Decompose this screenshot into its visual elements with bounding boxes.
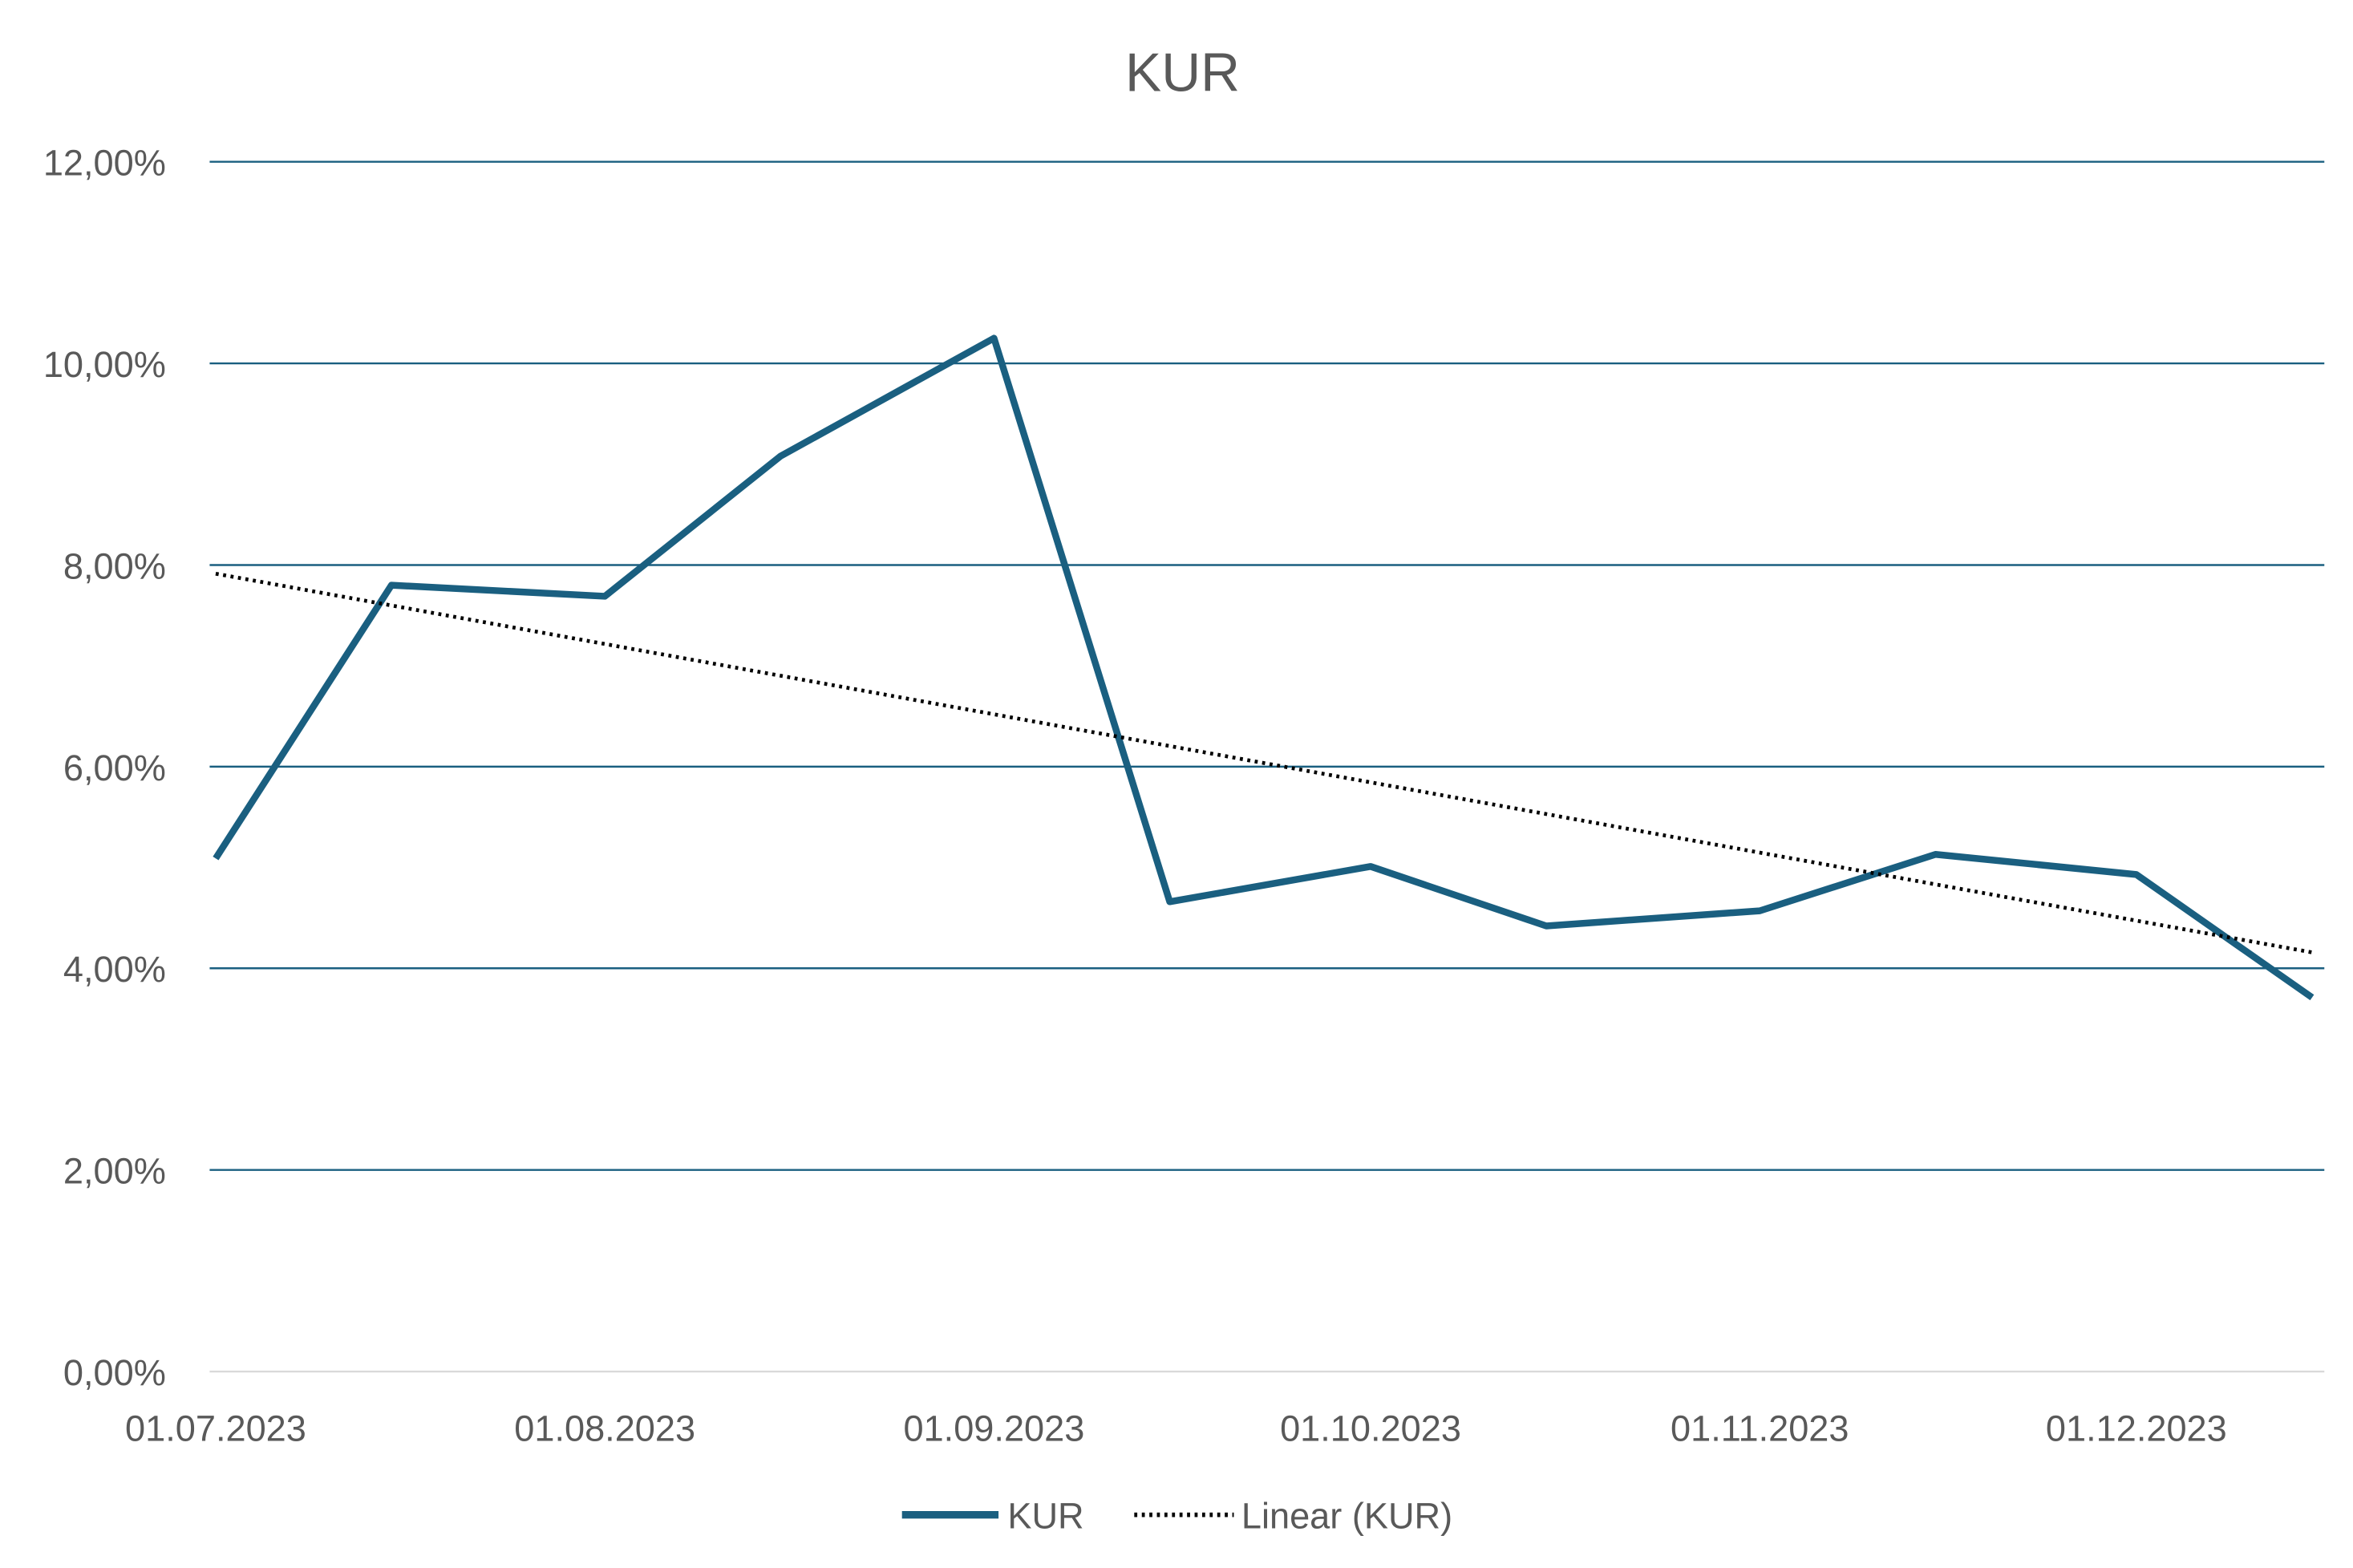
trendline-linear [215,571,2313,954]
gridlines [209,160,2325,1373]
x-tick-label: 01.08.2023 [514,1408,695,1449]
y-tick-label: 0,00% [63,1352,166,1393]
y-tick-label: 10,00% [43,344,166,385]
plot-area [213,334,2315,1001]
y-tick-label: 8,00% [63,545,166,586]
y-axis-ticks: 0,00% 2,00% 4,00% 6,00% 8,00% 10,00% 12,00% [43,143,166,1393]
y-tick-label: 12,00% [43,143,166,184]
series-kur-line [213,334,2315,1001]
y-tick-label: 2,00% [63,1151,166,1192]
chart-title: KUR [1125,43,1240,103]
x-tick-label: 01.10.2023 [1280,1408,1461,1449]
x-tick-label: 01.12.2023 [2046,1408,2227,1449]
x-tick-label: 01.09.2023 [903,1408,1084,1449]
y-tick-label: 4,00% [63,949,166,990]
legend: KUR Linear (KUR) [901,1496,1452,1537]
y-tick-label: 6,00% [63,748,166,788]
x-tick-label: 01.07.2023 [125,1408,306,1449]
x-axis-ticks: 01.07.2023 01.08.2023 01.09.2023 01.10.2023… [125,1408,2227,1449]
legend-kur-label: KUR [1007,1496,1083,1537]
x-tick-label: 01.11.2023 [1671,1408,1849,1449]
legend-trend-label: Linear (KUR) [1241,1496,1452,1537]
